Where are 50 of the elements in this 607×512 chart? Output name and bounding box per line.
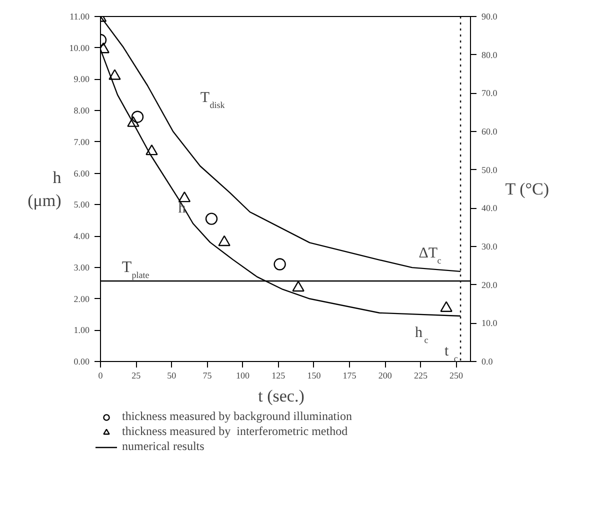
- y-tick-label: 2.00: [74, 294, 90, 304]
- legend-label: numerical results: [122, 439, 204, 454]
- x-tick-label: 75: [202, 370, 212, 380]
- x-tick-label: 150: [307, 370, 322, 380]
- y-tick-label: 5.00: [74, 200, 90, 210]
- point: [178, 191, 191, 202]
- point: [108, 69, 121, 80]
- legend-label: thickness measured by interferometric method: [122, 424, 348, 439]
- y2-tick-label: 0.0: [482, 356, 494, 366]
- y-tick-label: 10.00: [69, 42, 90, 53]
- y-tick-label: 6.00: [74, 168, 90, 178]
- y2-axis-title: T (°C): [505, 180, 550, 198]
- annotation: h: [178, 200, 186, 217]
- x-tick-label: 125: [272, 370, 286, 380]
- y-tick-label: 0.00: [74, 356, 90, 366]
- point: [131, 110, 144, 123]
- y-tick-label: 4.00: [74, 231, 90, 242]
- x-tick-label: 50: [167, 370, 177, 380]
- point: [274, 258, 286, 270]
- point: [146, 144, 158, 156]
- point: [205, 212, 218, 225]
- x-tick-label: 225: [414, 370, 428, 380]
- point: [440, 301, 452, 312]
- point: [127, 116, 140, 127]
- x-axis-title: t (sec.): [258, 386, 304, 406]
- x-tick-label: 175: [342, 370, 357, 380]
- y2-tick-label: 40.0: [482, 203, 498, 214]
- legend-label: thickness measured by background illumination: [122, 409, 352, 424]
- y-tick-label: 9.00: [74, 74, 90, 84]
- y-tick-label: 8.00: [74, 106, 90, 116]
- y-tick-label: 3.00: [74, 262, 90, 272]
- y-axis-title: h (μm): [28, 168, 62, 210]
- y-tick-label: 11.00: [70, 12, 90, 22]
- point: [292, 280, 304, 292]
- x-tick-label: 25: [132, 370, 142, 380]
- x-tick-label: 250: [450, 370, 464, 380]
- y2-tick-label: 60.0: [482, 126, 498, 136]
- y2-tick-label: 20.0: [482, 280, 498, 290]
- y2-tick-label: 70.0: [482, 88, 498, 98]
- y2-tick-label: 30.0: [482, 242, 498, 252]
- x-tick-label: 100: [236, 370, 250, 380]
- y-tick-label: 1.00: [74, 325, 90, 336]
- x-tick-label: 200: [378, 370, 392, 380]
- y-tick-label: 7.00: [74, 136, 90, 147]
- y2-tick-label: 50.0: [482, 164, 498, 175]
- y2-tick-label: 10.0: [482, 318, 498, 328]
- point: [218, 235, 230, 246]
- y2-tick-label: 90.0: [482, 12, 498, 22]
- x-tick-label: 0: [98, 370, 104, 380]
- y2-tick-label: 80.0: [482, 50, 498, 60]
